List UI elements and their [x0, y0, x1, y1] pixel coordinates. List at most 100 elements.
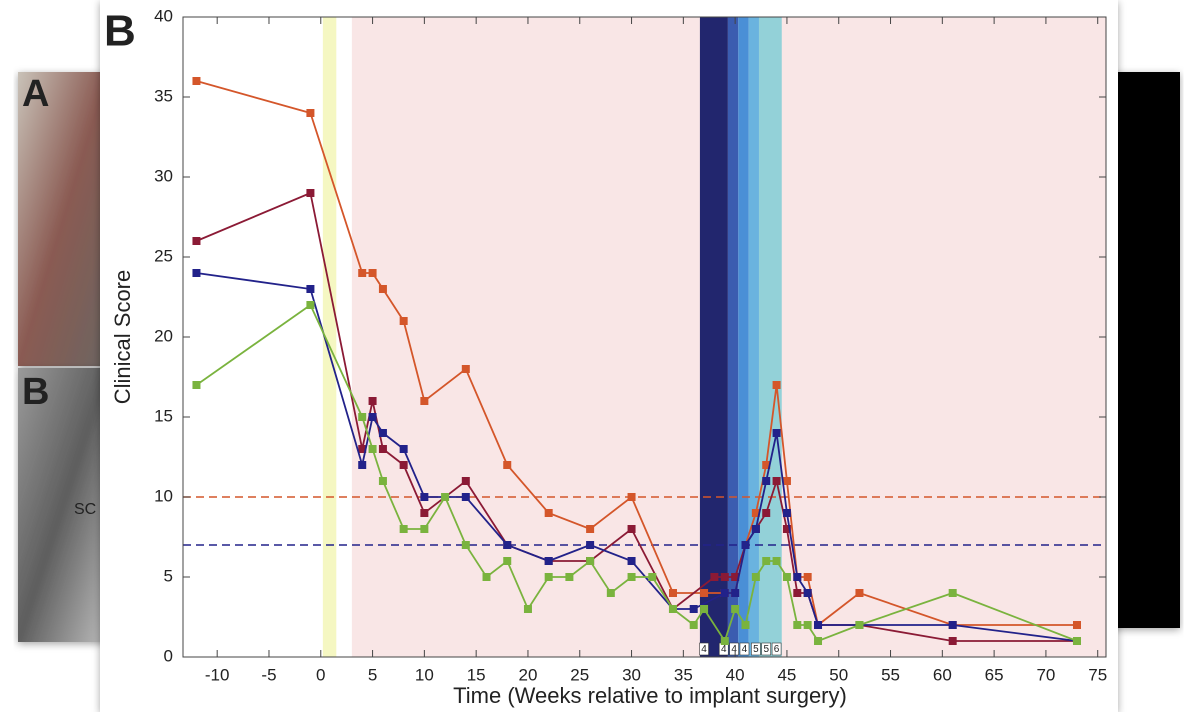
data-point — [762, 557, 771, 565]
data-point — [378, 285, 387, 293]
y-tick-label: 20 — [154, 326, 173, 345]
data-point — [544, 557, 553, 565]
data-point — [627, 493, 636, 501]
data-point — [461, 541, 470, 549]
data-point — [358, 445, 367, 453]
data-point — [461, 477, 470, 485]
data-point — [586, 525, 595, 533]
data-point — [762, 509, 771, 517]
y-tick-label: 10 — [154, 486, 173, 505]
data-point — [814, 637, 823, 645]
data-point — [358, 413, 367, 421]
data-point — [606, 589, 615, 597]
phase-label: 4 — [721, 644, 727, 655]
y-tick-label: 5 — [164, 566, 173, 585]
data-point — [1072, 621, 1081, 629]
data-point — [306, 285, 315, 293]
data-point — [420, 509, 429, 517]
data-point — [772, 477, 781, 485]
phase-label: 6 — [774, 644, 780, 655]
data-point — [192, 269, 201, 277]
panel-letter: B — [22, 371, 49, 413]
x-tick-label: 55 — [881, 665, 900, 684]
data-point — [420, 397, 429, 405]
x-tick-label: 60 — [933, 665, 952, 684]
mri-panel — [18, 368, 108, 642]
x-tick-label: 35 — [674, 665, 693, 684]
mri-label: SC — [74, 501, 96, 518]
y-tick-label: 15 — [154, 406, 173, 425]
data-point — [948, 589, 957, 597]
data-point — [627, 557, 636, 565]
data-point — [368, 445, 377, 453]
x-tick-label: 70 — [1036, 665, 1055, 684]
data-point — [855, 589, 864, 597]
data-point — [793, 589, 802, 597]
panel-label: B — [104, 7, 136, 56]
data-point — [762, 477, 771, 485]
data-point — [420, 493, 429, 501]
y-tick-label: 40 — [154, 6, 173, 25]
phase-label-box — [729, 642, 739, 656]
data-point — [751, 573, 760, 581]
data-point — [710, 573, 719, 581]
data-point — [793, 621, 802, 629]
y-tick-label: 25 — [154, 246, 173, 265]
x-tick-label: 25 — [570, 665, 589, 684]
data-point — [803, 573, 812, 581]
data-point — [700, 589, 709, 597]
phase-label-box — [771, 642, 782, 656]
shaded-region — [699, 17, 728, 657]
y-tick-label: 35 — [154, 86, 173, 105]
x-tick-label: 0 — [316, 665, 325, 684]
data-point — [1072, 637, 1081, 645]
data-point — [782, 509, 791, 517]
data-point — [627, 573, 636, 581]
x-tick-label: 50 — [829, 665, 848, 684]
x-tick-label: 10 — [415, 665, 434, 684]
data-point — [689, 621, 698, 629]
shaded-region — [758, 17, 782, 657]
data-point — [772, 381, 781, 389]
data-point — [782, 477, 791, 485]
x-tick-label: 75 — [1088, 665, 1107, 684]
data-point — [192, 381, 201, 389]
data-point — [503, 541, 512, 549]
series-line — [195, 303, 1078, 644]
y-tick-label: 0 — [164, 646, 173, 665]
shaded-region — [738, 17, 749, 657]
data-point — [368, 397, 377, 405]
data-point — [668, 589, 677, 597]
y-tick-label: 30 — [154, 166, 173, 185]
photo-panel — [18, 72, 108, 366]
data-point — [762, 461, 771, 469]
data-point — [648, 573, 657, 581]
data-point — [192, 77, 201, 85]
data-point — [741, 621, 750, 629]
data-point — [948, 637, 957, 645]
data-point — [399, 525, 408, 533]
phase-label-box — [739, 642, 750, 656]
data-point — [668, 605, 677, 613]
data-point — [368, 269, 377, 277]
shaded-region — [748, 17, 759, 657]
data-point — [689, 605, 698, 613]
data-point — [586, 541, 595, 549]
data-point — [793, 573, 802, 581]
x-tick-label: 15 — [467, 665, 486, 684]
data-point — [306, 109, 315, 117]
phase-label: 4 — [701, 644, 707, 655]
data-point — [803, 621, 812, 629]
brain-panel — [1110, 72, 1180, 628]
phase-label-box — [699, 642, 709, 656]
data-point — [855, 621, 864, 629]
phase-label-box — [751, 642, 761, 656]
data-point — [358, 269, 367, 277]
data-point — [720, 573, 729, 581]
data-point — [358, 461, 367, 469]
data-point — [751, 525, 760, 533]
data-point — [378, 429, 387, 437]
y-axis-title: Clinical Score — [110, 270, 135, 405]
